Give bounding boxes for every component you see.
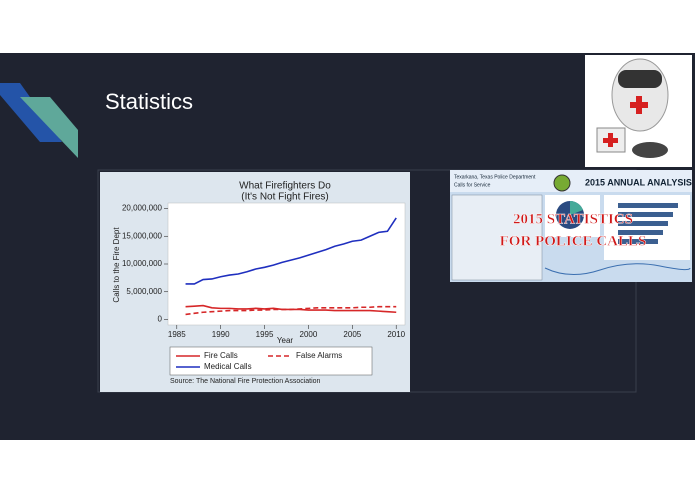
x-tick-label: 2010 <box>387 330 405 339</box>
legend-label: Fire Calls <box>204 351 238 360</box>
y-axis-label: Calls to the Fire Dept <box>112 227 121 303</box>
series-line <box>185 217 397 285</box>
plot-area <box>167 202 406 326</box>
y-tick-label: 15,000,000 <box>122 231 163 240</box>
source-note: Source: The National Fire Protection Ass… <box>170 378 321 385</box>
stripe-teal <box>20 97 78 158</box>
x-tick-label: 1985 <box>168 330 186 339</box>
image-header: Texarkana, Texas Police Department <box>454 174 536 180</box>
image-subheader: Calls for Service <box>454 182 491 188</box>
robot-image <box>585 55 692 167</box>
stripe-blue <box>0 83 62 142</box>
x-axis-label: Year <box>277 336 294 345</box>
y-tick-label: 10,000,000 <box>122 259 163 268</box>
legend-label: False Alarms <box>296 351 342 360</box>
slide-title: Statistics <box>105 89 193 114</box>
chart-subtitle: (It's Not Fight Fires) <box>241 192 328 203</box>
x-tick-label: 2000 <box>300 330 318 339</box>
legend-box <box>169 346 373 376</box>
legend-label: Medical Calls <box>204 362 252 371</box>
series-line <box>185 305 397 316</box>
image-overlay: 2015 STATISTICS <box>513 211 633 227</box>
image-banner: 2015 ANNUAL ANALYSIS <box>585 177 692 187</box>
y-tick-label: 5,000,000 <box>126 287 162 296</box>
x-tick-label: 2005 <box>343 330 361 339</box>
chart: What Firefighters Do (It's Not Fight Fir… <box>100 172 410 392</box>
x-tick-label: 1990 <box>212 330 230 339</box>
chart-title: What Firefighters Do <box>239 181 331 192</box>
x-tick-label: 1995 <box>256 330 274 339</box>
image-overlay: FOR POLICE CALLS <box>500 233 647 249</box>
police-image: Texarkana, Texas Police Department Calls… <box>450 170 692 282</box>
y-tick-label: 0 <box>158 315 163 324</box>
y-tick-label: 20,000,000 <box>122 204 163 213</box>
